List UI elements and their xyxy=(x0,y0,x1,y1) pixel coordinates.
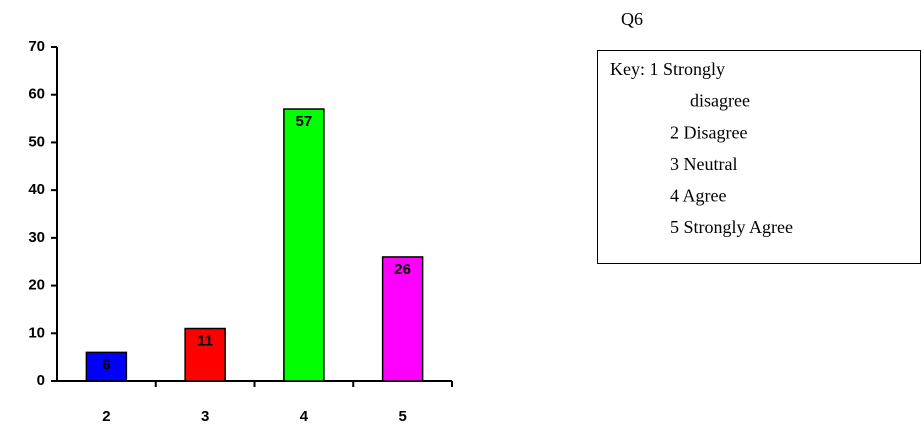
x-tick-label: 4 xyxy=(300,408,309,425)
y-tick-label: 0 xyxy=(37,372,45,389)
data-label: 26 xyxy=(394,261,411,278)
key-line: 2 Disagree xyxy=(670,122,747,142)
key-line: 5 Strongly Agree xyxy=(670,217,793,237)
data-label: 57 xyxy=(296,113,313,130)
y-tick-label: 70 xyxy=(28,38,45,55)
bar xyxy=(85,351,128,382)
bar xyxy=(184,327,226,382)
key-line: 3 Neutral xyxy=(670,154,737,174)
y-tick-label: 30 xyxy=(28,229,45,246)
key-box xyxy=(597,50,921,264)
y-tick-label: 60 xyxy=(28,86,45,103)
y-tick-label: 20 xyxy=(28,277,45,294)
key-line: 4 Agree xyxy=(670,186,726,206)
y-tick-label: 10 xyxy=(28,324,45,341)
y-tick-label: 50 xyxy=(28,133,45,150)
x-tick-label: 2 xyxy=(102,408,110,425)
bar xyxy=(283,108,325,382)
data-label: 11 xyxy=(197,332,213,349)
chart-title: Q6 xyxy=(621,9,643,29)
x-tick-label: 5 xyxy=(398,408,406,425)
bar xyxy=(381,256,424,382)
key-line: Key: 1 Strongly xyxy=(610,59,725,79)
data-label: 6 xyxy=(102,356,110,373)
key-line: disagree xyxy=(690,91,750,111)
y-tick-label: 40 xyxy=(28,181,45,198)
x-tick-label: 3 xyxy=(201,408,209,425)
